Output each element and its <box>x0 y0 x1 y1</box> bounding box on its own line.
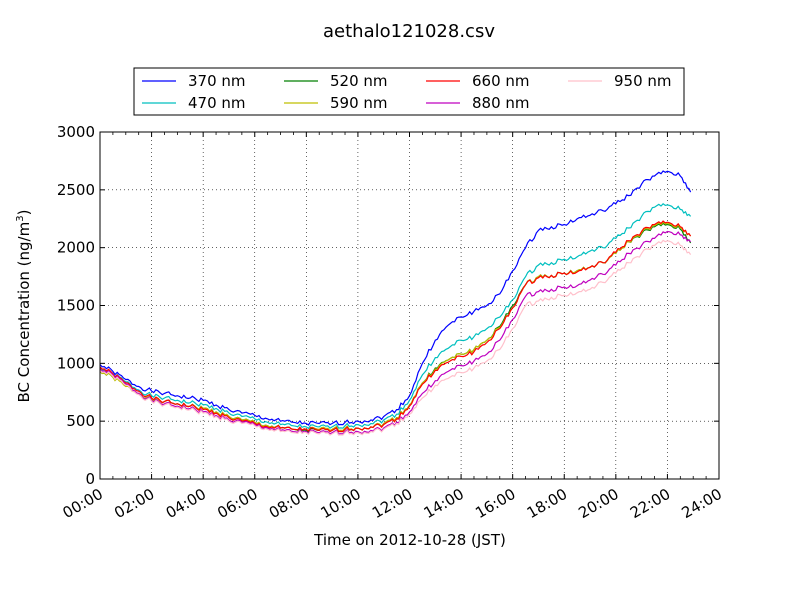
legend-label: 590 nm <box>330 94 388 112</box>
legend-box <box>133 67 685 116</box>
series-lines <box>99 170 692 436</box>
x-tick-label: 24:00 <box>679 485 725 522</box>
ticks <box>99 131 720 480</box>
x-tick-label: 20:00 <box>575 485 621 522</box>
x-tick-label: 00:00 <box>60 485 106 522</box>
legend-label: 520 nm <box>330 72 388 90</box>
y-axis-label-main: BC Concentration (ng/m <box>15 222 33 403</box>
x-tick-label: 22:00 <box>627 485 673 522</box>
series-line-660-nm <box>99 220 692 433</box>
y-tick-labels: 0 500 1000 1500 2000 2500 3000 <box>57 123 95 488</box>
x-tick-label: 08:00 <box>266 485 312 522</box>
x-tick-label: 14:00 <box>421 485 467 522</box>
legend-label: 470 nm <box>188 94 246 112</box>
x-tick-label: 12:00 <box>369 485 415 522</box>
legend-label: 880 nm <box>472 94 530 112</box>
chart-title: aethalo121028.csv <box>323 21 495 42</box>
series-line-520-nm <box>99 222 692 433</box>
series-line-880-nm <box>99 230 692 435</box>
y-axis-label: BC Concentration (ng/m3) <box>15 210 33 403</box>
x-tick-label: 02:00 <box>111 485 157 522</box>
legend-label: 660 nm <box>472 72 530 90</box>
x-axis-label: Time on 2012-10-28 (JST) <box>313 531 506 549</box>
y-tick-label: 2000 <box>57 239 95 257</box>
y-tick-label: 2500 <box>57 181 95 199</box>
series-line-950-nm <box>99 239 692 436</box>
grid <box>100 132 719 479</box>
x-tick-label: 06:00 <box>214 485 260 522</box>
x-tick-label: 18:00 <box>524 485 570 522</box>
series-line-470-nm <box>99 203 692 430</box>
x-tick-label: 04:00 <box>163 485 209 522</box>
y-tick-label: 1500 <box>57 297 95 315</box>
y-axis-label-end: ) <box>15 210 33 216</box>
x-tick-label: 16:00 <box>472 485 518 522</box>
series-line-370-nm <box>99 170 692 426</box>
legend: 370 nm 470 nm 520 nm 590 nm 660 nm 880 nm 950 … <box>133 67 685 116</box>
legend-label: 950 nm <box>614 72 672 90</box>
x-tick-label: 10:00 <box>317 485 363 522</box>
y-tick-label: 0 <box>85 470 95 488</box>
y-tick-label: 500 <box>66 412 95 430</box>
y-axis-label-superscript: 3 <box>15 215 26 221</box>
y-tick-label: 1000 <box>57 354 95 372</box>
y-tick-label: 3000 <box>57 123 95 141</box>
x-tick-labels: 00:00 02:00 04:00 06:00 08:00 10:00 12:00 14:00… <box>60 485 725 522</box>
series-line-590-nm <box>99 221 692 432</box>
legend-label: 370 nm <box>188 72 246 90</box>
